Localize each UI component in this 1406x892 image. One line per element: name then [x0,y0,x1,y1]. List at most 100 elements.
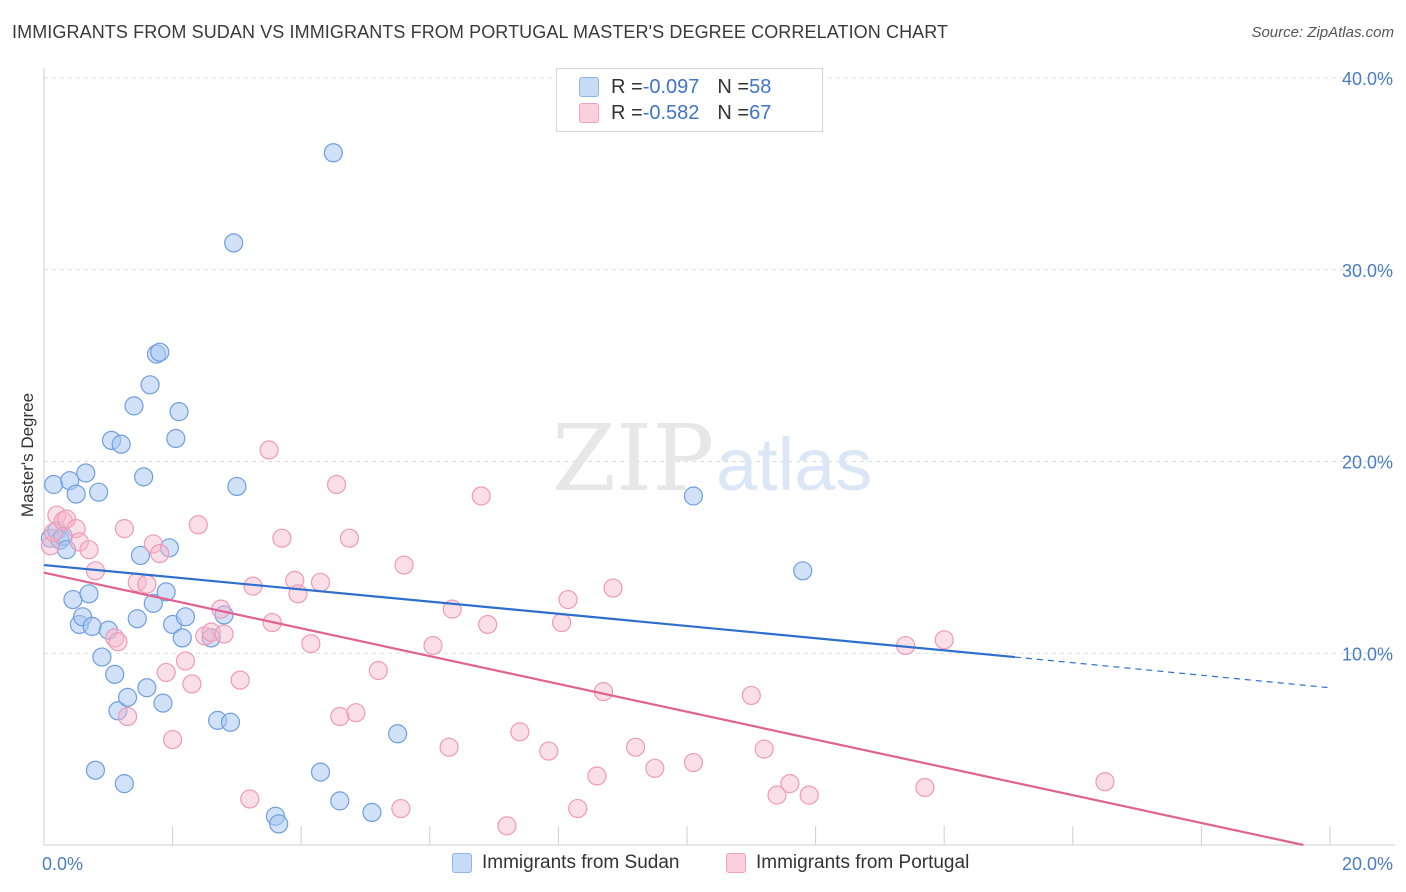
portugal-point-6[interactable] [69,532,89,552]
sudan-point-21[interactable] [111,434,131,454]
sudan-point-28[interactable] [137,678,157,698]
portugal-point-19[interactable] [175,651,196,671]
portugal-point-36[interactable] [326,474,347,495]
portugal-point-35[interactable] [310,572,331,592]
legend-swatch-portugal [579,103,599,123]
sudan-point-54[interactable] [683,486,704,506]
portugal-point-27[interactable] [240,789,260,809]
sudan-point-35[interactable] [159,538,179,558]
portugal-point-46[interactable] [471,486,491,506]
portugal-point-39[interactable] [346,703,366,723]
sudan-point-22[interactable] [114,774,134,794]
sudan-point-53[interactable] [388,724,408,744]
sudan-point-14[interactable] [85,760,106,780]
portugal-point-66[interactable] [915,777,935,798]
sudan-point-48[interactable] [269,814,289,834]
portugal-point-10[interactable] [108,632,128,652]
sudan-point-51[interactable] [330,791,350,811]
sudan-point-19[interactable] [105,664,125,684]
sudan-point-20[interactable] [108,701,128,721]
portugal-point-63[interactable] [780,774,800,794]
portugal-point-51[interactable] [552,612,572,633]
portugal-point-47[interactable] [478,614,498,635]
portugal-point-31[interactable] [272,528,292,548]
portugal-point-11[interactable] [114,519,134,539]
watermark-atlas: atlas [716,423,872,506]
portugal-point-42[interactable] [394,555,414,575]
portugal-point-48[interactable] [497,816,517,836]
portugal-point-60[interactable] [741,685,761,706]
sudan-point-37[interactable] [166,428,186,449]
series-sudan-points [40,143,813,834]
sudan-point-23[interactable] [117,687,138,707]
portugal-point-68[interactable] [1095,772,1115,792]
sudan-point-29[interactable] [140,375,160,395]
sudan-point-11[interactable] [76,463,96,483]
sudan-point-32[interactable] [150,342,170,362]
legend-n-label: N = [717,75,750,98]
sudan-point-7[interactable] [63,589,83,610]
sudan-point-8[interactable] [66,484,86,504]
portugal-point-14[interactable] [137,574,157,594]
sudan-point-44[interactable] [220,712,241,732]
sudan-point-52[interactable] [362,802,382,823]
sudan-point-27[interactable] [134,467,154,487]
portugal-point-12[interactable] [117,706,138,727]
portugal-point-16[interactable] [150,543,170,564]
portugal-point-4[interactable] [56,509,77,529]
bottom-legend-swatch-sudan [452,853,472,873]
portugal-point-7[interactable] [79,540,99,560]
sudan-point-30[interactable] [143,593,163,613]
portugal-point-41[interactable] [391,798,411,819]
portugal-trend-line [43,571,1304,847]
sudan-point-25[interactable] [127,609,147,629]
sudan-point-40[interactable] [175,607,196,627]
portugal-point-54[interactable] [587,766,607,786]
bottom-legend-sudan[interactable]: Immigrants from Sudan [452,852,679,874]
portugal-point-29[interactable] [259,440,279,460]
portugal-point-37[interactable] [330,706,350,727]
portugal-point-34[interactable] [301,634,321,654]
portugal-point-57[interactable] [625,737,646,757]
portugal-point-38[interactable] [339,528,360,548]
portugal-point-49[interactable] [510,722,530,742]
portugal-point-59[interactable] [683,752,704,773]
bottom-legend-portugal[interactable]: Immigrants from Portugal [726,852,969,874]
sudan-point-24[interactable] [124,396,144,416]
portugal-point-15[interactable] [143,534,163,554]
portugal-point-25[interactable] [214,624,234,644]
sudan-point-38[interactable] [169,402,189,422]
sudan-point-39[interactable] [172,628,192,648]
portugal-point-20[interactable] [182,674,202,694]
sudan-point-1[interactable] [44,474,64,495]
sudan-point-34[interactable] [156,582,176,602]
sudan-point-13[interactable] [82,616,102,637]
portugal-point-53[interactable] [568,798,588,819]
portugal-point-43[interactable] [423,635,443,656]
portugal-point-62[interactable] [767,785,787,805]
portugal-point-64[interactable] [799,785,819,805]
portugal-point-56[interactable] [603,578,623,598]
sudan-point-46[interactable] [227,476,247,497]
sudan-point-50[interactable] [323,143,343,163]
sudan-point-49[interactable] [310,762,331,782]
portugal-point-18[interactable] [163,729,183,750]
portugal-point-44[interactable] [439,737,459,757]
sudan-point-12[interactable] [79,584,99,604]
portugal-point-50[interactable] [539,741,559,761]
sudan-point-55[interactable] [793,561,813,581]
portugal-point-67[interactable] [934,630,954,650]
portugal-point-40[interactable] [368,660,388,681]
sudan-point-26[interactable] [130,545,151,566]
watermark: ZIP atlas [552,405,872,512]
portugal-point-17[interactable] [156,662,176,683]
sudan-point-33[interactable] [153,693,173,713]
portugal-point-26[interactable] [230,670,250,690]
portugal-point-58[interactable] [645,758,665,778]
sudan-point-45[interactable] [224,233,244,253]
portugal-point-61[interactable] [754,739,774,759]
sudan-point-16[interactable] [92,647,112,667]
portugal-point-21[interactable] [188,515,208,535]
portugal-point-52[interactable] [558,589,578,610]
sudan-point-15[interactable] [89,482,109,502]
